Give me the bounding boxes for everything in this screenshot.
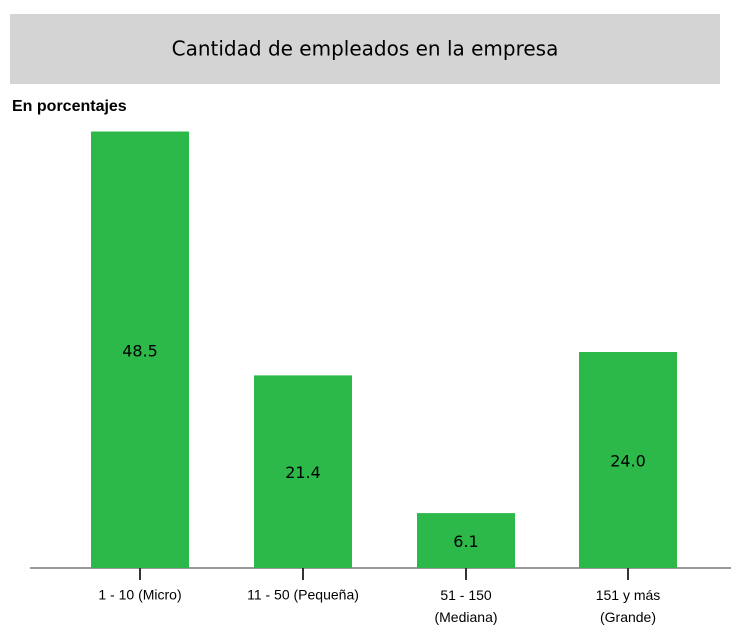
x-tick-label: 1 - 10 (Micro) — [98, 587, 181, 603]
data-label: 6.1 — [453, 532, 478, 551]
data-label: 24.0 — [610, 452, 646, 471]
bar — [579, 352, 677, 568]
bar — [91, 131, 189, 568]
data-label: 48.5 — [122, 341, 158, 360]
chart-subtitle: En porcentajes — [12, 98, 127, 115]
bar — [417, 513, 515, 568]
bar — [254, 375, 352, 568]
x-tick-label: 151 y más (Grande) — [596, 587, 661, 625]
chart-title: Cantidad de empleados en la empresa — [172, 37, 559, 61]
x-tick-label: 11 - 50 (Pequeña) — [247, 587, 359, 603]
x-tick-label: 51 - 150 (Mediana) — [434, 587, 497, 625]
title-box — [10, 14, 720, 84]
data-label: 21.4 — [285, 463, 321, 482]
